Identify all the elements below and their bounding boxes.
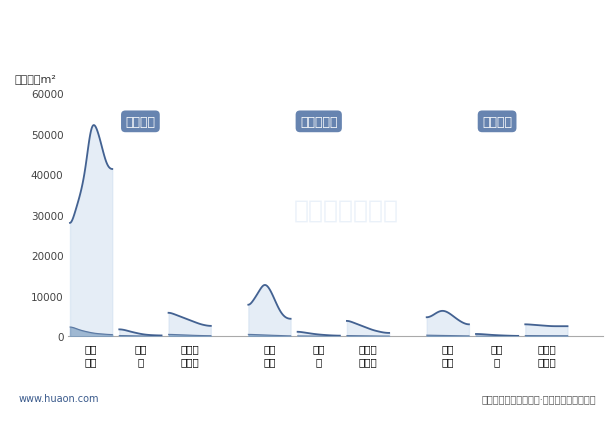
Text: www.huaon.com: www.huaon.com — [18, 393, 99, 403]
Text: 单位：万m²: 单位：万m² — [14, 74, 56, 84]
Text: 华经产业研究院: 华经产业研究院 — [293, 198, 399, 222]
Text: 数据来源：国家统计局·华经产业研究院整理: 数据来源：国家统计局·华经产业研究院整理 — [482, 393, 597, 403]
Text: 施工面积: 施工面积 — [125, 115, 156, 129]
Text: 新开工面积: 新开工面积 — [300, 115, 338, 129]
Text: 竣工面积: 竣工面积 — [482, 115, 512, 129]
Text: 华经情报网: 华经情报网 — [25, 14, 60, 27]
Text: 专业严谨·客观科学: 专业严谨·客观科学 — [540, 15, 597, 25]
Text: 2016-2024年1-10月四川省房地产施工面积情况: 2016-2024年1-10月四川省房地产施工面积情况 — [161, 56, 454, 74]
